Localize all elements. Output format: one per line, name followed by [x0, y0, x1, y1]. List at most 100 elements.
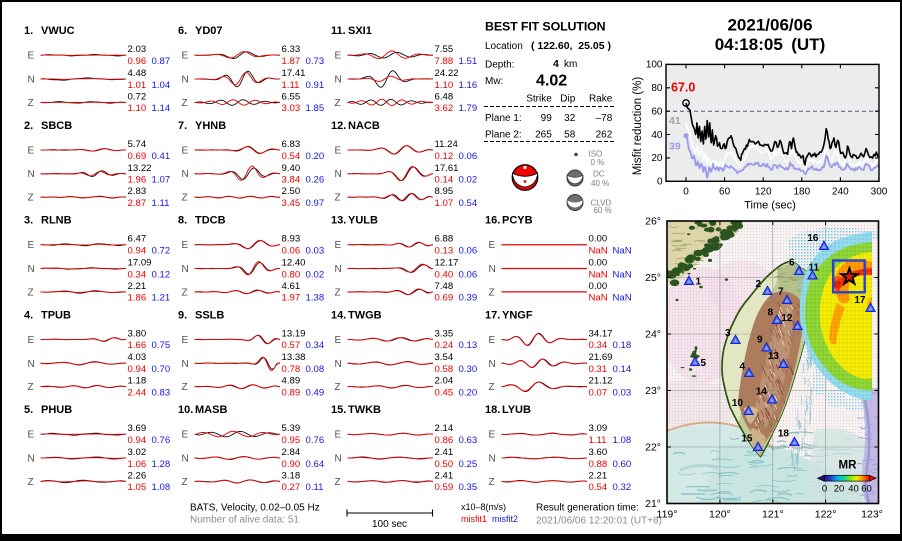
svg-text:0.02: 0.02	[459, 175, 478, 186]
svg-text:0.73: 0.73	[306, 56, 325, 67]
svg-text:N: N	[28, 169, 35, 180]
svg-text:Dip: Dip	[560, 94, 575, 105]
svg-text:67.0: 67.0	[671, 81, 695, 95]
svg-text:1: 1	[696, 277, 702, 288]
svg-text:0.18: 0.18	[613, 340, 632, 351]
svg-text:10: 10	[732, 398, 744, 409]
svg-text:1.10: 1.10	[435, 80, 454, 91]
svg-text:4.: 4.	[24, 309, 33, 321]
svg-text:0.34: 0.34	[306, 340, 325, 351]
svg-text:11: 11	[809, 263, 820, 274]
svg-text:Z: Z	[335, 382, 341, 393]
svg-text:32: 32	[564, 113, 576, 124]
svg-text:N: N	[335, 454, 342, 465]
svg-text:2.: 2.	[24, 120, 33, 132]
svg-text:YHNB: YHNB	[195, 120, 226, 132]
svg-text:0.69: 0.69	[435, 293, 454, 304]
svg-text:E: E	[28, 430, 35, 441]
svg-text:0.03: 0.03	[613, 387, 632, 398]
svg-text:NaN: NaN	[613, 293, 632, 304]
svg-text:7: 7	[778, 287, 784, 298]
svg-text:0.58: 0.58	[435, 364, 454, 375]
svg-text:0.40: 0.40	[435, 269, 454, 280]
svg-text:0.00: 0.00	[589, 258, 608, 269]
svg-text:Z: Z	[489, 287, 495, 298]
svg-text:180: 180	[793, 187, 810, 198]
svg-text:2.03: 2.03	[128, 44, 147, 55]
svg-text:0.72: 0.72	[128, 91, 147, 102]
svg-text:0.00: 0.00	[589, 234, 608, 245]
svg-text:1.11: 1.11	[282, 80, 300, 91]
svg-text:0.34: 0.34	[128, 269, 147, 280]
svg-text:0.13: 0.13	[435, 246, 454, 257]
svg-text:E: E	[489, 335, 496, 346]
svg-text:N: N	[28, 75, 35, 86]
svg-text:0.90: 0.90	[282, 459, 301, 470]
svg-text:0.06: 0.06	[459, 151, 478, 162]
svg-text:0.63: 0.63	[459, 435, 478, 446]
svg-text:1.11: 1.11	[589, 435, 607, 446]
svg-text:LYUB: LYUB	[502, 404, 531, 416]
svg-text:Z: Z	[182, 193, 188, 204]
svg-text:8: 8	[767, 308, 773, 319]
svg-text:21°: 21°	[645, 498, 661, 510]
svg-text:12.17: 12.17	[435, 258, 459, 269]
svg-text:0.57: 0.57	[282, 340, 301, 351]
svg-text:12: 12	[781, 313, 793, 324]
svg-text:0.20: 0.20	[306, 151, 325, 162]
svg-text:1.14: 1.14	[152, 103, 171, 114]
svg-text:26°: 26°	[645, 216, 661, 228]
svg-text:4.89: 4.89	[282, 376, 301, 387]
svg-text:3: 3	[725, 328, 731, 339]
svg-text:0.39: 0.39	[459, 293, 478, 304]
svg-text:1.21: 1.21	[152, 293, 171, 304]
svg-text:DC: DC	[593, 170, 605, 179]
svg-text:9.: 9.	[178, 309, 187, 321]
svg-text:0.34: 0.34	[589, 340, 608, 351]
svg-text:0.20: 0.20	[459, 387, 478, 398]
svg-text:21.69: 21.69	[589, 352, 613, 363]
svg-text:E: E	[335, 335, 342, 346]
svg-text:TWKB: TWKB	[348, 404, 381, 416]
svg-text:1.16: 1.16	[459, 80, 478, 91]
svg-text:E: E	[182, 335, 189, 346]
svg-text:TWGB: TWGB	[348, 309, 382, 321]
svg-text:Plane 2:: Plane 2:	[485, 130, 522, 141]
svg-text:16: 16	[807, 233, 819, 244]
svg-text:13.22: 13.22	[128, 163, 152, 174]
svg-text:–78: –78	[596, 113, 613, 124]
svg-text:1.87: 1.87	[282, 56, 301, 67]
svg-text:2.41: 2.41	[435, 447, 454, 458]
svg-text:Z: Z	[182, 287, 188, 298]
svg-text:1.07: 1.07	[435, 198, 454, 209]
svg-text:0.75: 0.75	[152, 340, 171, 351]
svg-text:E: E	[28, 335, 35, 346]
svg-text:8.: 8.	[178, 215, 187, 227]
svg-text:0.45: 0.45	[435, 387, 454, 398]
svg-text:MR: MR	[839, 460, 858, 472]
svg-text:NaN: NaN	[589, 246, 608, 257]
svg-text:7.48: 7.48	[435, 281, 454, 292]
svg-text:0.31: 0.31	[589, 364, 608, 375]
svg-text:2021/06/06: 2021/06/06	[727, 16, 812, 35]
svg-text:3.18: 3.18	[282, 470, 301, 481]
svg-text:Z: Z	[28, 477, 34, 488]
svg-text:TPUB: TPUB	[41, 309, 71, 321]
svg-text:E: E	[182, 430, 189, 441]
svg-text:58: 58	[564, 130, 576, 141]
svg-text:N: N	[489, 264, 496, 275]
svg-text:0.02: 0.02	[306, 269, 325, 280]
svg-text:1.28: 1.28	[152, 459, 171, 470]
svg-text:2.44: 2.44	[128, 387, 147, 398]
svg-text:CLVD: CLVD	[591, 199, 612, 208]
svg-text:4.61: 4.61	[282, 281, 301, 292]
svg-text:120°: 120°	[709, 509, 731, 521]
svg-text:2.14: 2.14	[435, 423, 454, 434]
svg-text:0.59: 0.59	[435, 482, 454, 493]
svg-text:0.91: 0.91	[306, 80, 325, 91]
svg-text:0.13: 0.13	[459, 340, 478, 351]
svg-text:5: 5	[701, 358, 707, 369]
svg-text:N: N	[182, 169, 189, 180]
svg-text:Mw:: Mw:	[485, 76, 503, 87]
svg-text:39: 39	[669, 141, 681, 153]
